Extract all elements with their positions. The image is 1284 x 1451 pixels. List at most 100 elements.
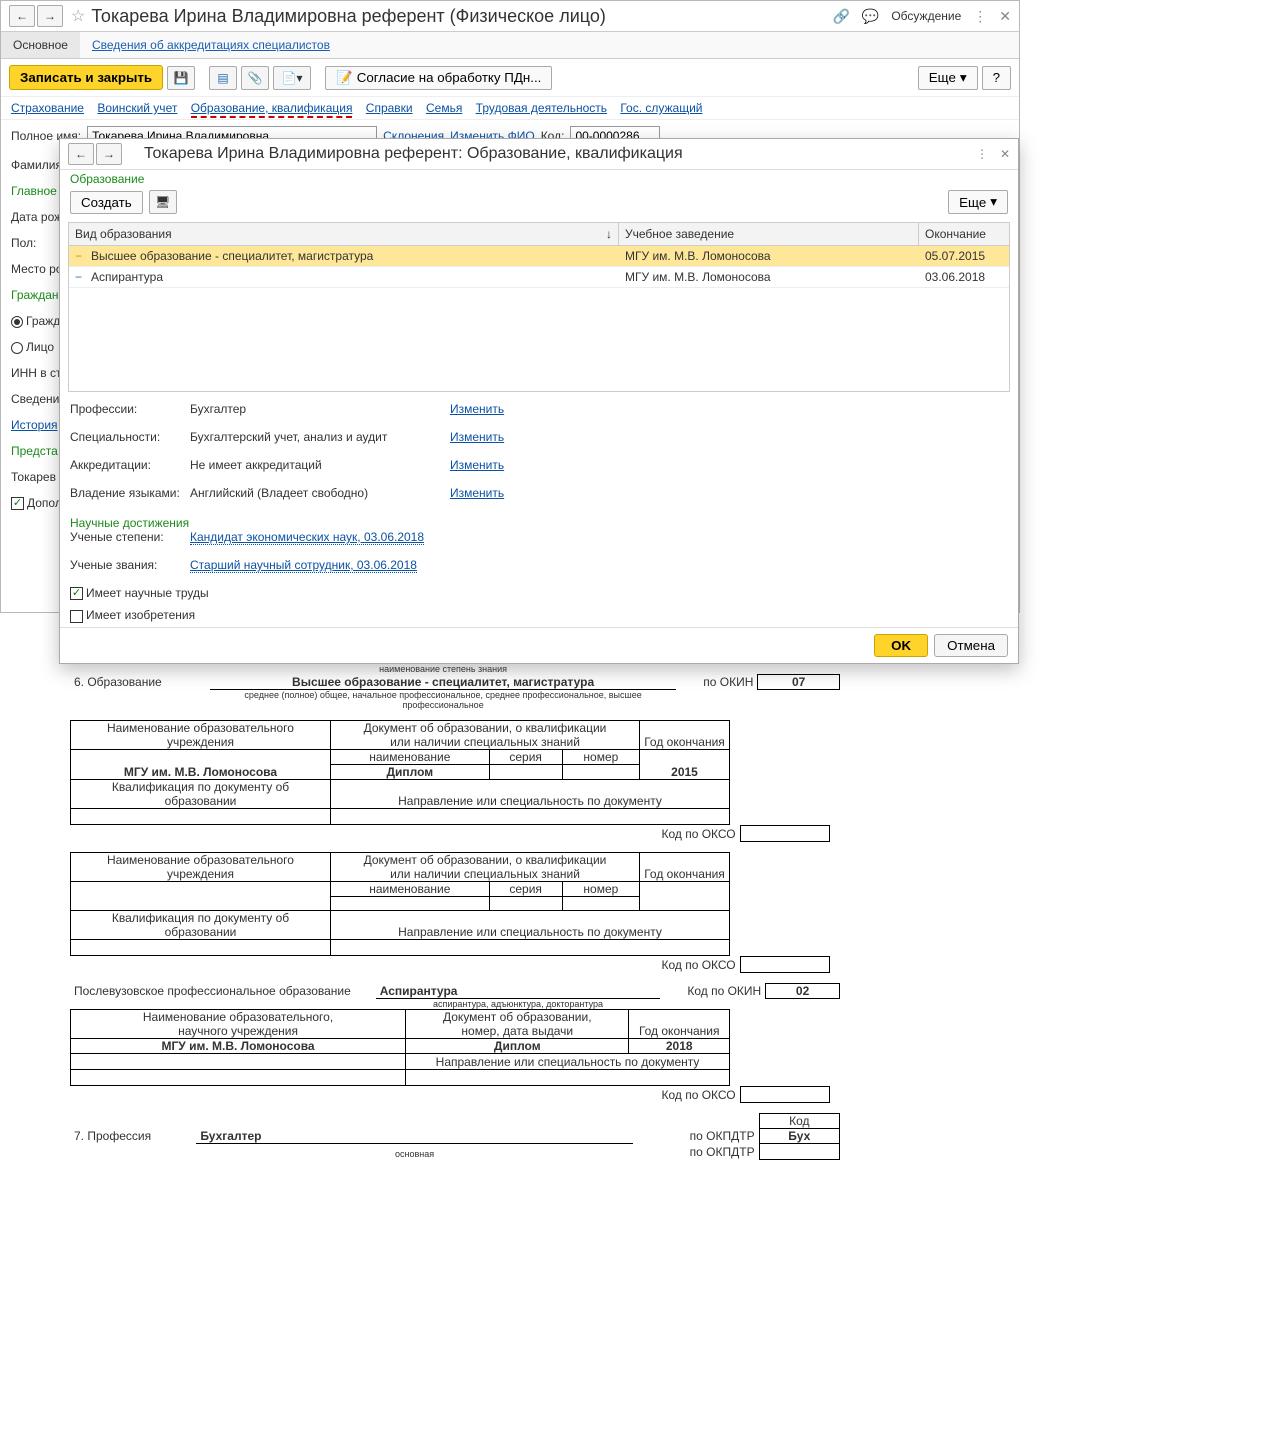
t2-code-label: Код [759, 1113, 839, 1128]
nav-back-button[interactable]: ← [9, 5, 35, 27]
favorite-icon[interactable]: ☆ [71, 6, 85, 26]
has-inventions-checkbox[interactable] [70, 610, 83, 623]
t2-h-number: номер [562, 749, 639, 764]
more-icon[interactable]: ⋮ [973, 8, 987, 25]
t2-okin-label: по ОКИН [676, 674, 758, 689]
t2-h-year: Год окончания [640, 720, 730, 749]
consent-button[interactable]: 📝 Согласие на обработку ПДн... [325, 66, 552, 90]
t2-okso-label-1: Код по ОКСО [70, 825, 740, 841]
side-sex: Пол: [11, 236, 57, 250]
inner-close-icon[interactable]: ✕ [1000, 147, 1010, 161]
col-end[interactable]: Окончание [919, 223, 1009, 245]
t2-s7-value: Бухгалтер [196, 1128, 632, 1143]
education-window: ← → Токарева Ирина Владимировна референт… [59, 138, 1019, 664]
link-insurance[interactable]: Страхование [11, 101, 84, 115]
save-button[interactable]: 💾 [167, 66, 195, 90]
ranks-link[interactable]: Старший научный сотрудник, 03.06.2018 [190, 558, 417, 573]
person-radio[interactable] [11, 342, 23, 354]
link-family[interactable]: Семья [426, 101, 462, 115]
professions-change[interactable]: Изменить [450, 402, 504, 416]
link-icon[interactable]: 🔗 [832, 8, 849, 25]
ok-button[interactable]: OK [874, 634, 928, 657]
close-icon[interactable]: ✕ [999, 8, 1011, 25]
inner-more-button[interactable]: Еще ▾ [948, 190, 1008, 214]
inner-more-icon[interactable]: ⋮ [976, 147, 988, 161]
help-button[interactable]: ? [982, 66, 1011, 90]
accreditations-label: Аккредитации: [70, 458, 190, 472]
col-kind[interactable]: Вид образования↓ [69, 223, 619, 245]
discuss-label[interactable]: Обсуждение [891, 9, 961, 23]
side-info: Сведени [11, 392, 57, 406]
link-military[interactable]: Воинский учет [97, 101, 177, 115]
specialties-change[interactable]: Изменить [450, 430, 504, 444]
side-main: Главное [11, 184, 57, 198]
t2-okso-label-3: Код по ОКСО [70, 1086, 740, 1102]
education-grid[interactable]: Вид образования↓ Учебное заведение Оконч… [68, 222, 1010, 392]
t2-s6-label: 6. Образование [70, 674, 210, 689]
sort-icon: ↓ [606, 227, 612, 241]
link-work[interactable]: Трудовая деятельность [476, 101, 607, 115]
grid-row[interactable]: −Высшее образование - специалитет, магис… [69, 246, 1009, 267]
tab-main[interactable]: Основное [1, 32, 80, 58]
grid-row[interactable]: −Аспирантура МГУ им. М.В. Ломоносова 03.… [69, 267, 1009, 288]
languages-change[interactable]: Изменить [450, 486, 504, 500]
t2-s7-under: основная [196, 1143, 632, 1159]
create-button[interactable]: Создать [70, 191, 143, 214]
accreditations-value: Не имеет аккредитаций [190, 458, 450, 472]
side-history[interactable]: История [11, 418, 57, 432]
tree-collapse-icon[interactable]: − [75, 270, 87, 284]
professions-value: Бухгалтер [190, 402, 450, 416]
degrees-link[interactable]: Кандидат экономических наук, 03.06.2018 [190, 530, 424, 545]
t2-h-document-2: Документ об образовании, о квалификации … [331, 852, 640, 881]
col-institution[interactable]: Учебное заведение [619, 223, 919, 245]
side-citizen-h: Граждан [11, 288, 57, 302]
side-extra[interactable]: ✓Допол [11, 496, 57, 510]
cancel-button[interactable]: Отмена [934, 634, 1008, 657]
t2-okso-box-1 [740, 825, 829, 841]
nav-forward-button[interactable]: → [37, 5, 63, 27]
side-person[interactable]: Лицо [11, 340, 57, 354]
has-works-label: Имеет научные труды [86, 586, 209, 600]
side-citizen[interactable]: Гражд [11, 314, 57, 328]
link-education[interactable]: Образование, квалификация [191, 101, 353, 118]
tree-collapse-icon[interactable]: − [75, 249, 87, 263]
specialties-label: Специальности: [70, 430, 190, 444]
citizen-radio[interactable] [11, 316, 23, 328]
side-surname: Фамилия: [11, 158, 57, 172]
ranks-label: Ученые звания: [70, 558, 190, 572]
t2-h-doc-pg: Документ об образовании, номер, дата выд… [406, 1009, 629, 1038]
consent-label: Согласие на обработку ПДн... [357, 70, 542, 85]
consent-icon: 📝 [336, 70, 353, 86]
accreditations-change[interactable]: Изменить [450, 458, 504, 472]
attach-button[interactable]: 📎 [241, 66, 269, 90]
has-works-row[interactable]: ✓Имеет научные труды [70, 586, 1008, 600]
languages-label: Владение языками: [70, 486, 190, 500]
t2-docname-pg: Диплом [406, 1038, 629, 1053]
more-button[interactable]: Еще ▾ [918, 66, 978, 90]
side-repr: Предста [11, 444, 57, 458]
inner-back-button[interactable]: ← [68, 143, 94, 165]
side-birthplace: Место ро [11, 262, 57, 276]
tab-accreditations[interactable]: Сведения об аккредитациях специалистов [80, 32, 342, 58]
has-works-checkbox[interactable]: ✓ [70, 587, 83, 600]
inner-title: Токарева Ирина Владимировна референт: Об… [144, 145, 683, 163]
t2-under-text: среднее (полное) общее, начальное профес… [210, 689, 676, 710]
print-dropdown[interactable]: 📄▾ [273, 66, 311, 90]
save-close-button[interactable]: Записать и закрыть [9, 65, 163, 90]
t2-h-document: Документ об образовании, о квалификации … [331, 720, 640, 749]
cell-kind: Высшее образование - специалитет, магист… [91, 249, 373, 263]
inner-forward-button[interactable]: → [96, 143, 122, 165]
cell-inst: МГУ им. М.В. Ломоносова [619, 246, 919, 266]
t2-inst1: МГУ им. М.В. Ломоносова [71, 749, 331, 779]
extra-checkbox[interactable]: ✓ [11, 497, 24, 510]
professions-label: Профессии: [70, 402, 190, 416]
has-inventions-row[interactable]: Имеет изобретения [70, 608, 1008, 622]
discuss-icon[interactable]: 💬 [862, 8, 879, 25]
t2-code-box-2 [759, 1143, 839, 1159]
link-gov[interactable]: Гос. служащий [620, 101, 702, 115]
specialties-value: Бухгалтерский учет, анализ и аудит [190, 430, 450, 444]
link-refs[interactable]: Справки [366, 101, 413, 115]
form-icon-button[interactable]: ▤ [209, 66, 237, 90]
degrees-label: Ученые степени: [70, 530, 190, 544]
refresh-button[interactable]: 🖥 [149, 190, 177, 214]
